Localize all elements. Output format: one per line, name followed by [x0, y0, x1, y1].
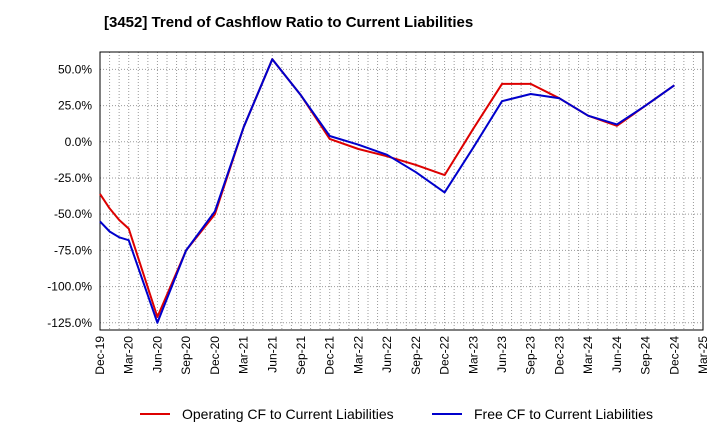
x-tick-label: Jun-23: [495, 336, 509, 373]
x-tick-label: Dec-23: [552, 336, 566, 375]
plot-area: [100, 52, 703, 330]
y-tick-label: -125.0%: [47, 316, 92, 330]
legend-label-1: Operating CF to Current Liabilities: [182, 406, 394, 422]
x-tick-label: Jun-21: [265, 336, 279, 373]
x-tick-label: Sep-24: [639, 336, 653, 375]
y-tick-label: 0.0%: [65, 135, 93, 149]
series-line-2: [99, 58, 675, 324]
legend-label-2: Free CF to Current Liabilities: [474, 406, 653, 422]
x-tick-label: Sep-22: [409, 336, 423, 375]
x-tick-label: Mar-22: [351, 336, 365, 374]
x-tick-label: Sep-21: [294, 336, 308, 375]
y-tick-label: -50.0%: [54, 207, 92, 221]
plot-border: [99, 51, 704, 331]
y-tick-label: -100.0%: [47, 280, 92, 294]
x-tick-label: Sep-20: [179, 336, 193, 375]
x-tick-label: Mar-21: [237, 336, 251, 374]
y-tick-label: 50.0%: [58, 62, 92, 76]
x-tick-label: Dec-24: [667, 336, 681, 375]
x-tick-label: Jun-24: [610, 336, 624, 373]
x-tick-label: Jun-22: [380, 336, 394, 373]
x-tick-label: Jun-20: [150, 336, 164, 373]
x-tick-label: Dec-20: [208, 336, 222, 375]
x-tick-label: Mar-23: [466, 336, 480, 374]
y-tick-label: 25.0%: [58, 99, 92, 113]
x-tick-label: Dec-22: [438, 336, 452, 375]
x-tick-label: Sep-23: [524, 336, 538, 375]
x-tick-label: Dec-19: [93, 336, 107, 375]
x-tick-label: Mar-20: [122, 336, 136, 374]
chart-title: [3452] Trend of Cashflow Ratio to Curren…: [104, 14, 474, 31]
y-tick-label: -75.0%: [54, 243, 92, 257]
y-tick-label: -25.0%: [54, 171, 92, 185]
x-tick-label: Mar-25: [696, 336, 710, 374]
x-tick-label: Mar-24: [581, 336, 595, 374]
x-tick-label: Dec-21: [323, 336, 337, 375]
